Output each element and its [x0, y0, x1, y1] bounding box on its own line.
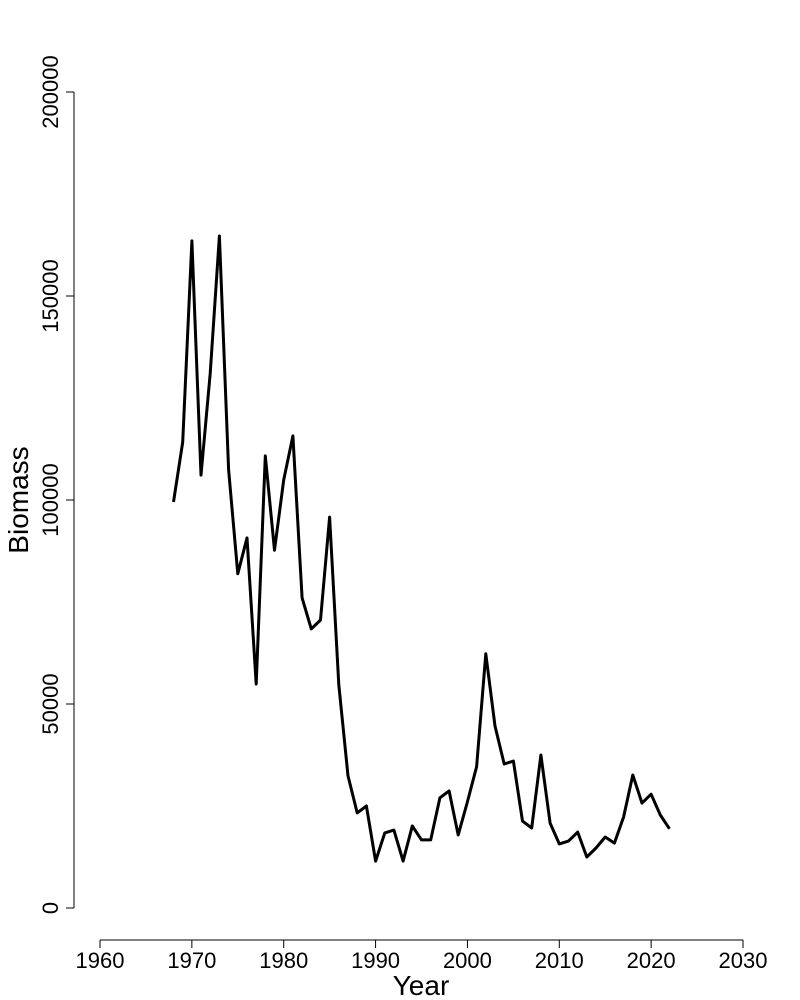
x-tick-label: 2010 — [535, 948, 584, 973]
y-axis: 0 50000 100000 150000 200000 — [38, 55, 75, 914]
y-axis-label: Biomass — [3, 446, 34, 553]
x-tick-label: 1970 — [167, 948, 216, 973]
y-tick-label: 50000 — [38, 673, 63, 734]
x-tick-label: 1960 — [76, 948, 125, 973]
x-tick-label: 1980 — [259, 948, 308, 973]
x-tick-label: 2020 — [627, 948, 676, 973]
series-line — [172, 234, 671, 863]
x-axis: 1960 1970 1980 1990 2000 2010 2020 2030 — [76, 939, 768, 973]
x-axis-label: Year — [393, 970, 450, 1000]
y-tick-label: 100000 — [38, 463, 63, 536]
y-tick-label: 0 — [38, 902, 63, 914]
y-tick-label: 200000 — [38, 55, 63, 128]
x-tick-label: 2000 — [443, 948, 492, 973]
x-tick-label: 1990 — [351, 948, 400, 973]
y-tick-label: 150000 — [38, 259, 63, 332]
x-tick-label: 2030 — [719, 948, 768, 973]
